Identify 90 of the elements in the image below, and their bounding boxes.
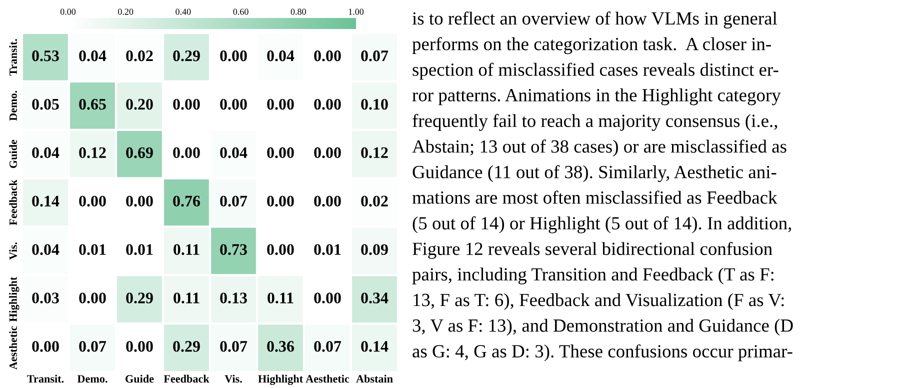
data-label: 0.00: [173, 147, 200, 158]
data-label: 0.76: [173, 196, 200, 207]
data-label: 0.02: [361, 196, 388, 207]
data-label: 0.29: [173, 341, 200, 352]
color-bar-label: 0.20: [118, 8, 134, 15]
x-tick-label: Demo.: [77, 375, 108, 383]
text: is to reflect an overview of how VLMs in general: [412, 12, 778, 28]
data-label: 0.04: [267, 50, 294, 62]
text: spection of misclassified cases reveals distinct er-: [412, 62, 778, 80]
data-label: 0.00: [267, 98, 294, 110]
data-label: 0.00: [220, 50, 247, 62]
color-bar-label: 0.80: [290, 8, 306, 15]
data-label: 0.29: [173, 50, 200, 62]
y-tick-label: Demo.: [10, 90, 18, 121]
x-tick-label: Abstain: [356, 374, 393, 383]
data-label: 0.07: [220, 196, 248, 207]
data-label: 0.04: [32, 244, 60, 255]
text: pairs, including Transition and Feedback (T as F:: [412, 268, 774, 284]
data-label: 0.69: [126, 147, 153, 158]
data-label: 0.73: [220, 244, 247, 255]
y-tick-label: Guide: [9, 140, 17, 168]
data-label: 0.10: [361, 98, 388, 110]
data-label: 0.09: [361, 244, 388, 255]
text: performs on the categorization task. A closer in-: [412, 37, 771, 54]
data-label: 0.00: [126, 196, 153, 207]
data-label: 0.53: [32, 50, 59, 62]
data-label: 0.36: [267, 341, 294, 352]
y-tick-label: Vis.: [9, 242, 18, 260]
data-label: 0.00: [79, 292, 106, 304]
data-label: 0.14: [361, 341, 388, 352]
data-label: 0.65: [79, 98, 106, 110]
text: as G: 4, G as D: 3). These confusions occur primar-: [412, 344, 792, 362]
data-label: 0.05: [32, 98, 59, 110]
text: Guidance (11 out of 38). Similarly, Aesthetic ani-: [412, 165, 776, 182]
text: 3, V as F: 13), and Demonstration and Guidance (D: [412, 318, 793, 336]
data-label: 0.07: [79, 341, 106, 352]
data-label: 0.00: [267, 244, 294, 255]
data-label: 0.00: [32, 341, 59, 352]
data-label: 0.14: [32, 196, 60, 207]
y-tick-label: Transit.: [9, 39, 18, 76]
x-tick-label: Highlight: [258, 374, 303, 385]
data-label: 0.01: [79, 244, 106, 255]
text: mations are most often misclassified as Feedback: [412, 190, 778, 204]
caption: Figure 12 reveals several bidirectional confusion: [412, 242, 772, 259]
x-tick-label: Vis.: [224, 374, 242, 383]
data-label: 0.00: [79, 196, 106, 207]
data-label: 0.00: [314, 98, 341, 110]
data-label: 0.03: [32, 292, 59, 304]
data-label: 0.01: [314, 244, 341, 255]
text: frequently fail to reach a majority consensus (i.e.,: [412, 114, 778, 131]
data-label: 0.20: [126, 98, 153, 110]
data-label: 0.00: [220, 98, 247, 110]
text: ror patterns. Animations in the Highlight category: [412, 88, 781, 106]
data-label: 0.00: [267, 196, 294, 207]
color-bar-label: 1.00: [348, 8, 364, 15]
text: Abstain; 13 out of 38 cases) or are misclassified as: [412, 140, 786, 156]
data-label: 0.00: [126, 341, 153, 352]
data-label: 0.11: [268, 292, 294, 304]
data-label: 0.00: [267, 147, 294, 158]
color-bar-label: 0.00: [60, 8, 76, 15]
data-label: 0.11: [174, 292, 200, 304]
color-bar-label: 0.60: [233, 8, 248, 15]
data-label: 0.12: [79, 147, 106, 158]
x-tick-label: Aesthetic: [306, 374, 350, 383]
x-tick-label: Transit.: [27, 374, 64, 383]
text: (5 out of 14) or Highlight (5 out of 14). In addition,: [412, 216, 792, 234]
text: 13, F as T: 6), Feedback and Visualization (F as V:: [414, 293, 784, 310]
x-tick-label: Guide: [126, 374, 154, 383]
data-label: 0.01: [126, 244, 153, 255]
data-label: 0.00: [314, 147, 341, 158]
data-label: 0.12: [361, 147, 388, 158]
data-label: 0.07: [220, 341, 248, 352]
y-tick-label: Highlight: [9, 276, 20, 322]
data-label: 0.07: [314, 341, 342, 352]
data-label: 0.04: [79, 50, 106, 62]
color-bar-label: 0.40: [176, 8, 191, 15]
data-label: 0.04: [32, 147, 60, 158]
data-label: 0.11: [174, 244, 200, 255]
data-label: 0.00: [173, 98, 200, 110]
data-label: 0.00: [314, 50, 341, 62]
data-label: 0.13: [220, 292, 247, 304]
data-label: 0.00: [314, 196, 341, 207]
data-label: 0.00: [314, 292, 341, 304]
data-label: 0.02: [126, 50, 153, 62]
data-label: 0.29: [126, 292, 153, 304]
x-tick-label: Feedback: [164, 374, 210, 383]
data-label: 0.04: [220, 147, 248, 158]
data-label: 0.07: [361, 50, 388, 62]
data-label: 0.34: [361, 292, 388, 304]
y-tick-label: Feedback: [9, 180, 17, 226]
